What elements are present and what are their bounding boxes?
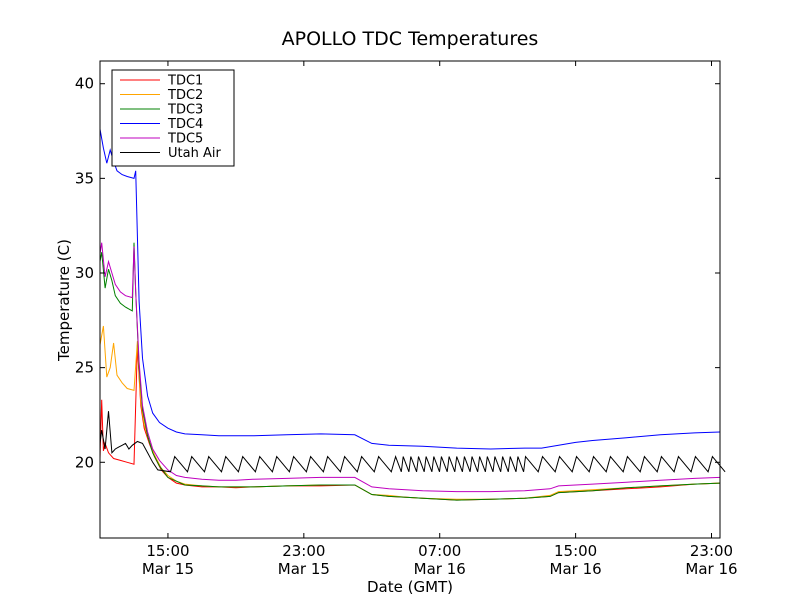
plot-frame <box>99 60 721 539</box>
y-tick-label: 35 <box>75 169 94 187</box>
x-tick-label-time: 23:00 <box>690 542 733 560</box>
y-axis-label: Temperature (C) <box>55 239 73 362</box>
legend-label-tdc2: TDC2 <box>167 88 203 103</box>
y-tick-label: 30 <box>75 264 94 282</box>
x-tick-label-time: 15:00 <box>146 542 189 560</box>
x-tick-label-date: Mar 15 <box>278 560 330 578</box>
y-tick-label: 20 <box>75 453 94 471</box>
series-line-tdc4 <box>99 129 721 450</box>
x-tick-label-date: Mar 16 <box>414 560 466 578</box>
legend-label-tdc5: TDC5 <box>167 132 203 147</box>
series-line-tdc5 <box>99 242 721 493</box>
series-line-tdc3 <box>99 242 721 501</box>
x-tick-label-time: 23:00 <box>282 542 325 560</box>
series-line-utah-air <box>99 411 726 473</box>
y-tick-label: 40 <box>75 75 94 93</box>
legend-label-tdc1: TDC1 <box>167 74 203 89</box>
x-axis-label: Date (GMT) <box>367 578 453 596</box>
series-layer <box>99 129 726 501</box>
x-tick-label-date: Mar 16 <box>685 560 737 578</box>
x-tick-label-time: 15:00 <box>554 542 597 560</box>
legend-label-tdc4: TDC4 <box>167 117 203 132</box>
legend-label-utah-air: Utah Air <box>168 146 221 161</box>
x-tick-label-date: Mar 15 <box>142 560 194 578</box>
y-tick-label: 25 <box>75 359 94 377</box>
legend-box <box>111 69 235 167</box>
legend-label-tdc3: TDC3 <box>167 103 203 118</box>
x-tick-label-time: 07:00 <box>418 542 461 560</box>
chart-title: APOLLO TDC Temperatures <box>282 28 539 50</box>
x-tick-label-date: Mar 16 <box>550 560 602 578</box>
